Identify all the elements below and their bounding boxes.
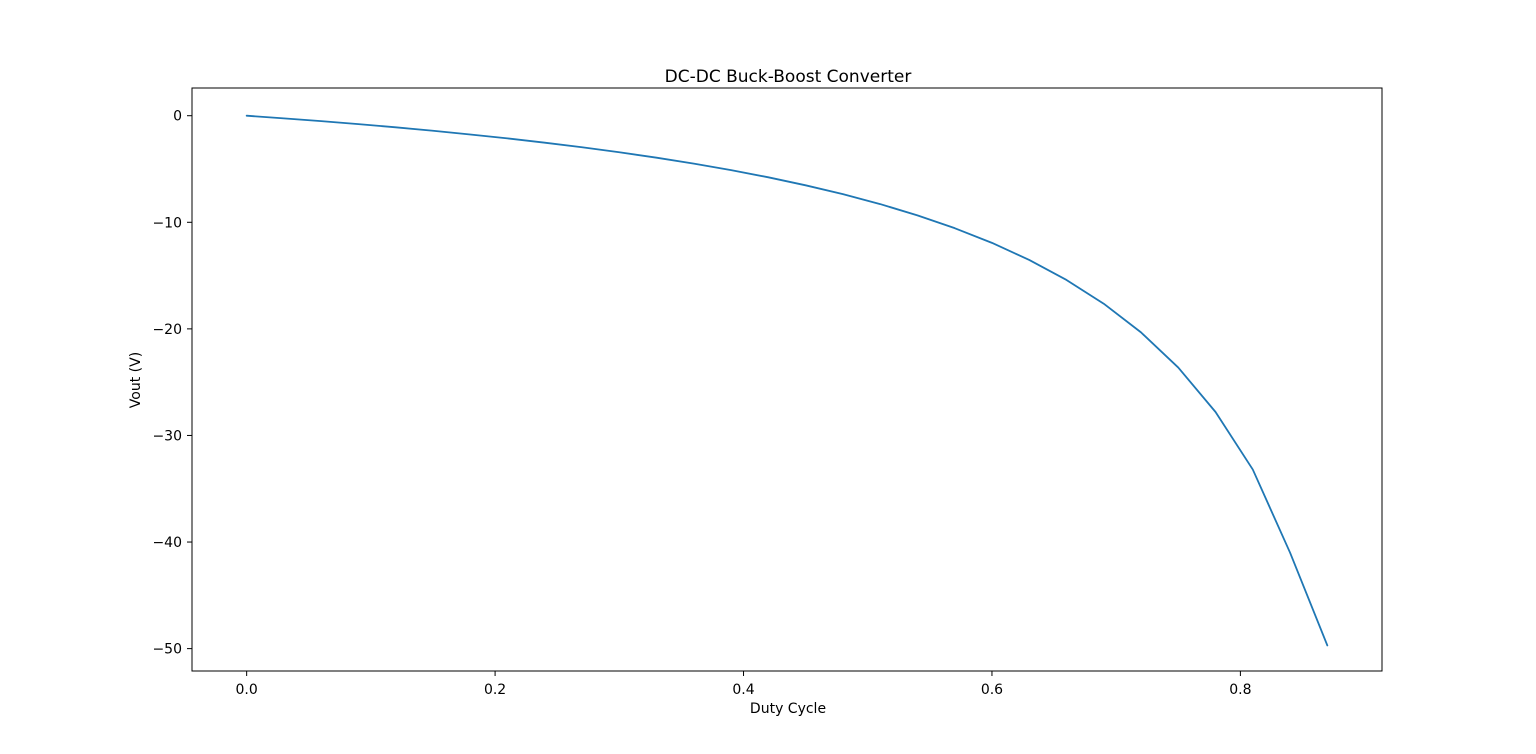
x-tick-label: 0.4 bbox=[732, 682, 754, 698]
axis-ticks: 0.0 0.2 0.4 0.6 0.8 0 −10 −20 −30 −40 −50 bbox=[152, 109, 1251, 698]
x-tick-label: 0.2 bbox=[484, 682, 506, 698]
y-tick-label: −50 bbox=[152, 642, 182, 658]
x-tick-label: 0.8 bbox=[1229, 682, 1251, 698]
chart-title: DC-DC Buck-Boost Converter bbox=[665, 67, 912, 87]
series-line-vout bbox=[245, 114, 1329, 647]
x-tick-label: 0.0 bbox=[236, 682, 258, 698]
y-axis-label: Vout (V) bbox=[128, 352, 144, 408]
y-tick-label: −30 bbox=[152, 428, 182, 444]
x-tick-label: 0.6 bbox=[981, 682, 1003, 698]
plot-area bbox=[191, 87, 1383, 672]
x-axis-label: Duty Cycle bbox=[750, 701, 826, 717]
y-tick-label: 0 bbox=[173, 109, 182, 125]
y-tick-label: −10 bbox=[152, 215, 182, 231]
data-series bbox=[245, 114, 1329, 647]
y-tick-label: −20 bbox=[152, 322, 182, 338]
y-tick-label: −40 bbox=[152, 535, 182, 551]
